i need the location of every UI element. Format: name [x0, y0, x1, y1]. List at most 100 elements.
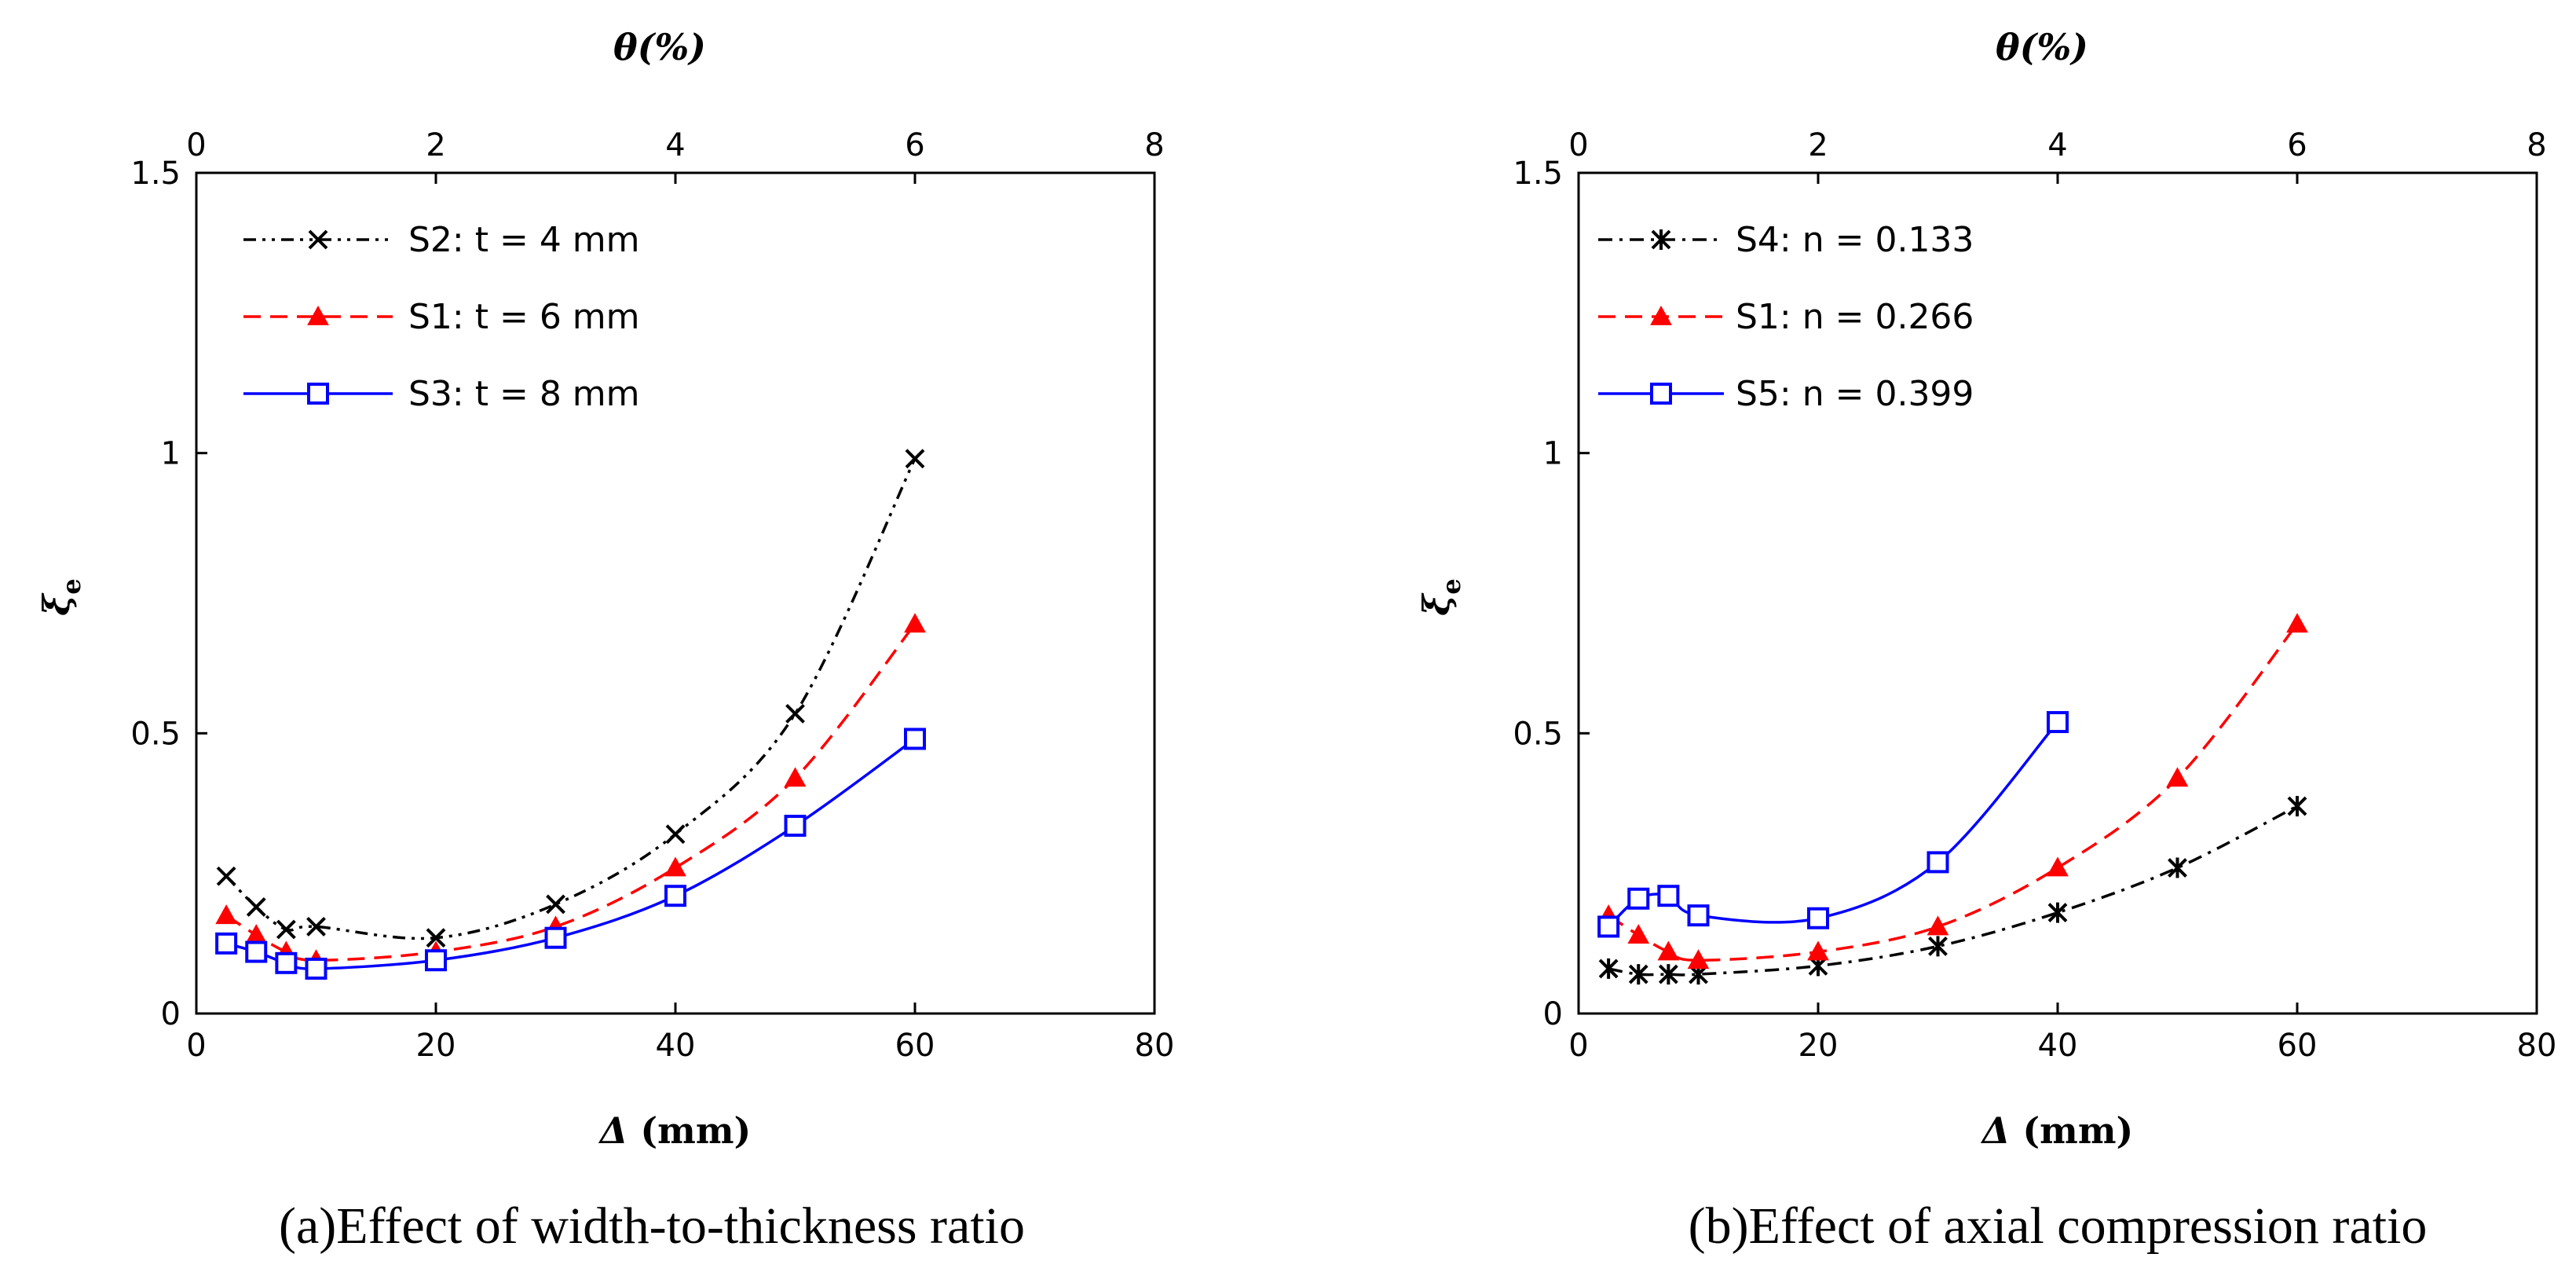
- data-point: [2287, 796, 2307, 817]
- x-tick-label: 0: [186, 1028, 206, 1064]
- x-axis-bottom: 0 20 40 60 80: [1568, 1003, 2556, 1064]
- data-point: [1657, 885, 1680, 907]
- x-axis-unit: (mm): [628, 1109, 751, 1152]
- x-axis-title-top: θ(%): [1996, 26, 2088, 68]
- x2-tick-label: 6: [905, 127, 924, 163]
- series-line: [225, 738, 917, 970]
- data-point: [2047, 711, 2069, 734]
- legend-label: S2: t = 4 mm: [408, 220, 640, 260]
- x-axis-top: 0 2 4 6 8: [1568, 127, 2547, 184]
- data-point: [1807, 940, 1829, 961]
- y-tick-label: 0: [1543, 996, 1563, 1032]
- y-axis-subscript: e: [57, 578, 86, 594]
- data-point: [1927, 915, 1949, 936]
- data-point: [1598, 958, 1619, 979]
- legend-line-sample: [243, 383, 393, 405]
- y-axis: 0 0.5 1 1.5: [130, 156, 207, 1032]
- legend: S2: t = 4 mm S1: t = 6 mm S3: t = 8 mm: [243, 220, 640, 414]
- x-tick-label: 20: [416, 1028, 456, 1064]
- data-point: [245, 924, 268, 944]
- y-tick-label: 0.5: [130, 716, 181, 752]
- data-point: [785, 703, 805, 724]
- data-point: [1807, 907, 1829, 929]
- data-point: [215, 904, 237, 925]
- data-point: [216, 866, 236, 886]
- data-point: [306, 917, 326, 937]
- data-point: [664, 856, 686, 877]
- figure-caption-a: (a)Effect of width-to-thickness ratio: [279, 1197, 1025, 1255]
- x-tick-label: 80: [2517, 1028, 2557, 1064]
- data-point: [905, 449, 925, 469]
- data-point: [1687, 949, 1710, 970]
- data-point: [665, 824, 686, 845]
- legend-label: S1: n = 0.266: [1736, 297, 1974, 337]
- x-axis-title-bottom: Δ (mm): [598, 1109, 752, 1152]
- y-tick-label: 1.5: [130, 156, 181, 192]
- data-point: [246, 897, 266, 917]
- x2-tick-label: 4: [2047, 127, 2067, 163]
- legend-marker: [1650, 383, 1672, 405]
- x-tick-label: 60: [2278, 1028, 2318, 1064]
- data-point: [426, 928, 446, 948]
- legend-entry: S5: n = 0.399: [1598, 374, 1974, 414]
- x2-tick-label: 8: [2527, 127, 2546, 163]
- data-point: [1687, 904, 1710, 927]
- data-point: [215, 932, 238, 955]
- y-axis-subscript: e: [1436, 578, 1466, 594]
- x-axis-title-top: θ(%): [613, 26, 706, 68]
- y-tick-label: 1: [1543, 436, 1563, 472]
- x-axis-title-bottom: Δ (mm): [1981, 1109, 2134, 1152]
- legend-entry: S3: t = 8 mm: [243, 374, 640, 414]
- x-tick-label: 80: [1135, 1028, 1175, 1064]
- y-axis-title: ξe: [1415, 578, 1466, 616]
- plot-frame: [1577, 171, 2538, 1015]
- legend-label: S1: t = 6 mm: [408, 297, 640, 337]
- series-line: [1608, 805, 2298, 977]
- legend-marker: [308, 229, 328, 250]
- legend-line-sample: [1598, 305, 1724, 325]
- x-tick-label: 40: [656, 1028, 696, 1064]
- legend-entry: S1: t = 6 mm: [243, 297, 640, 337]
- y-axis: 0 0.5 1 1.5: [1513, 156, 1590, 1032]
- legend-line-sample: [243, 305, 393, 325]
- x2-tick-label: 0: [1568, 127, 1588, 163]
- legend-entry: S4: n = 0.133: [1598, 220, 1974, 260]
- series-line: [225, 623, 917, 962]
- series-layer: [1597, 613, 2308, 985]
- chart-panel-b: 0 20 40 60 80 0 2 4 6 8 0 0.5 1 1.5 S4: n = 0.133 S…: [1415, 26, 2556, 1255]
- data-point: [245, 940, 268, 963]
- legend-entry: S2: t = 4 mm: [243, 220, 640, 260]
- data-point: [305, 957, 327, 980]
- data-point: [784, 815, 807, 838]
- figure-caption-b: (b)Effect of axial compression ratio: [1689, 1197, 2428, 1255]
- data-point: [2047, 902, 2068, 923]
- legend-marker: [307, 383, 329, 405]
- legend-label: S3: t = 8 mm: [408, 374, 640, 414]
- data-point: [904, 613, 926, 633]
- x-tick-label: 0: [1568, 1028, 1588, 1064]
- x-axis-unit: (mm): [2010, 1109, 2133, 1152]
- x2-tick-label: 8: [1144, 127, 1164, 163]
- x2-tick-label: 2: [1808, 127, 1828, 163]
- x2-tick-label: 4: [665, 127, 685, 163]
- y-tick-label: 1.5: [1513, 156, 1563, 192]
- x-axis-symbol: Δ: [598, 1109, 628, 1152]
- x2-tick-label: 2: [426, 127, 445, 163]
- legend-line-sample: [1598, 383, 1724, 405]
- x-axis-top: 0 2 4 6 8: [186, 127, 1165, 184]
- legend-marker: [307, 305, 329, 325]
- data-point: [425, 949, 447, 972]
- data-point: [2286, 613, 2308, 633]
- legend-marker: [1651, 229, 1671, 250]
- legend-label: S5: n = 0.399: [1736, 374, 1974, 414]
- legend-label: S4: n = 0.133: [1736, 220, 1974, 260]
- data-point: [1627, 887, 1650, 910]
- legend-marker: [1650, 305, 1672, 325]
- data-point: [664, 885, 686, 907]
- y-axis-title: ξe: [35, 578, 86, 616]
- legend: S4: n = 0.133 S1: n = 0.266 S5: n = 0.39…: [1598, 220, 1974, 414]
- data-point: [2166, 767, 2189, 787]
- series-layer: [215, 449, 926, 980]
- x-tick-label: 60: [895, 1028, 935, 1064]
